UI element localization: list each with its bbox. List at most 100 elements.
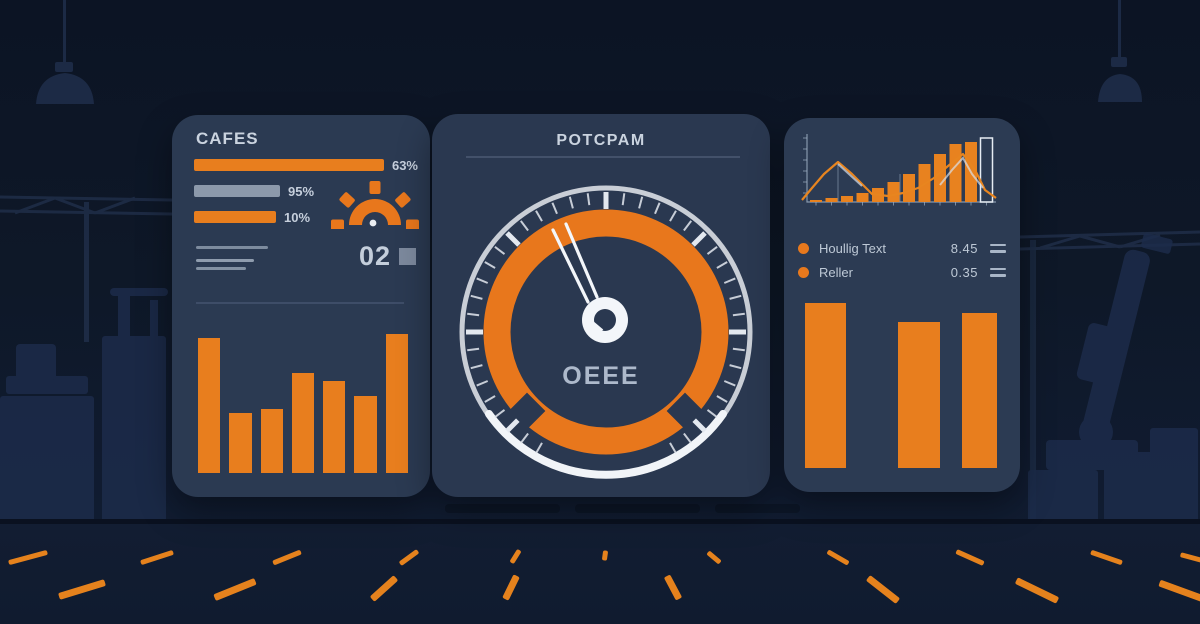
gauge-minor-tick [729,364,742,370]
placeholder-line [196,259,254,262]
gauge-minor-tick [716,261,728,269]
pendant-lamp-right-icon [1098,0,1142,102]
divider [466,156,740,158]
gauge-hub-tick [590,321,604,334]
gauge-major-tick [505,417,521,433]
gauge-major-tick [691,417,707,433]
progress-bar-list: 63% 95% 10% [194,157,418,237]
bar [887,182,900,202]
kpi-panel-title: CAFES [196,129,259,148]
gauge-minor-tick [476,277,489,284]
gauge-orange-ring [483,209,729,455]
trend-line [801,152,997,201]
kpi-panel: CAFES 63% 95% 10% 02 [172,115,430,497]
bar [825,198,838,202]
trend-line-highlight [939,156,984,189]
bar [229,413,252,473]
bar [354,396,377,473]
legend-dot-icon [798,242,809,254]
legend-row: Reller 0.35 [798,260,1006,284]
gauge-ticks [466,192,746,454]
bar [934,154,946,202]
gauge-minor-tick [716,395,728,403]
gauge-minor-tick [494,409,506,418]
gauge-minor-tick [494,246,506,255]
bar [856,193,869,202]
gauge-minor-tick [654,202,661,215]
bar [805,303,846,468]
legend-list: Houllig Text 8.45 Reller 0.35 [798,236,1006,284]
gauge-minor-tick [732,347,745,352]
legend-label: Reller [819,264,853,280]
bar [260,409,283,473]
progress-bar-fill [194,159,384,171]
floor-edge-line [0,519,1200,524]
gauge-minor-tick [732,312,745,317]
gauge-needle [551,222,599,304]
gauge-minor-tick [535,442,543,454]
conveyor-shadow [445,504,800,513]
gauge-bottom-arc [485,410,727,479]
gauge-hub-center [594,309,616,331]
gauge-minor-tick [484,261,496,269]
legend-value: 0.35 [950,264,978,280]
gear-icon[interactable] [329,179,421,229]
machinery-silhouette-right [1028,233,1198,524]
gauge-notch-right [666,392,704,430]
progress-value-label: 10% [284,209,311,225]
machinery-silhouette-left [0,288,168,524]
placeholder-line [196,246,268,249]
oee-gauge [459,185,753,479]
legend-value: 8.45 [950,240,978,256]
gauge-label: OEEE [562,362,640,390]
gauge-major-tick [691,231,707,247]
gauge-minor-tick [568,196,574,209]
bar [903,174,915,202]
progress-row: 63% [194,157,418,173]
progress-row: 10% [194,209,418,225]
gauge-minor-tick [669,442,677,454]
trend-line-highlight [837,163,863,187]
counter-group: 02 [359,241,416,272]
gauge-minor-tick [467,347,480,352]
pendant-lamp-left-icon [36,0,94,104]
gauge-notch-left [508,392,546,430]
text-placeholder-lines [196,246,268,270]
progress-bar-fill [194,185,280,197]
progress-value-label: 63% [391,157,418,173]
gear-dot [369,219,377,227]
bar [949,144,962,202]
gauge-minor-tick [467,312,480,317]
gauge-minor-tick [470,364,483,370]
progress-value-label: 95% [288,183,315,199]
gauge-minor-tick [723,380,736,387]
bar [898,322,940,468]
counter-square-icon [399,248,416,265]
gauge-minor-tick [520,220,529,232]
gauge-minor-tick [470,294,483,300]
gauge-minor-tick [551,202,558,215]
gauge-minor-tick [683,432,692,444]
factory-floor [0,524,1200,624]
divider [196,302,404,304]
kpi-bar-chart [198,319,408,473]
gauge-major-tick [505,231,521,247]
hollow-bar [979,137,994,203]
menu-icon[interactable] [990,267,1006,277]
menu-icon[interactable] [990,243,1006,253]
legend-row: Houllig Text 8.45 [798,236,1006,260]
gauge-panel-title: POTCPAM [556,132,646,149]
gauge-minor-tick [484,395,496,403]
progress-bar-fill [194,211,276,223]
stats-panel: Houllig Text 8.45 Reller 0.35 [784,118,1020,492]
gauge-minor-tick [683,220,692,232]
gauge-minor-tick [535,210,543,222]
gauge-minor-tick [706,409,718,418]
chart-axes [806,134,996,203]
gauge-minor-tick [729,294,742,300]
gauge-minor-tick [586,193,591,206]
bar [291,373,315,473]
gauge-minor-tick [476,380,489,387]
